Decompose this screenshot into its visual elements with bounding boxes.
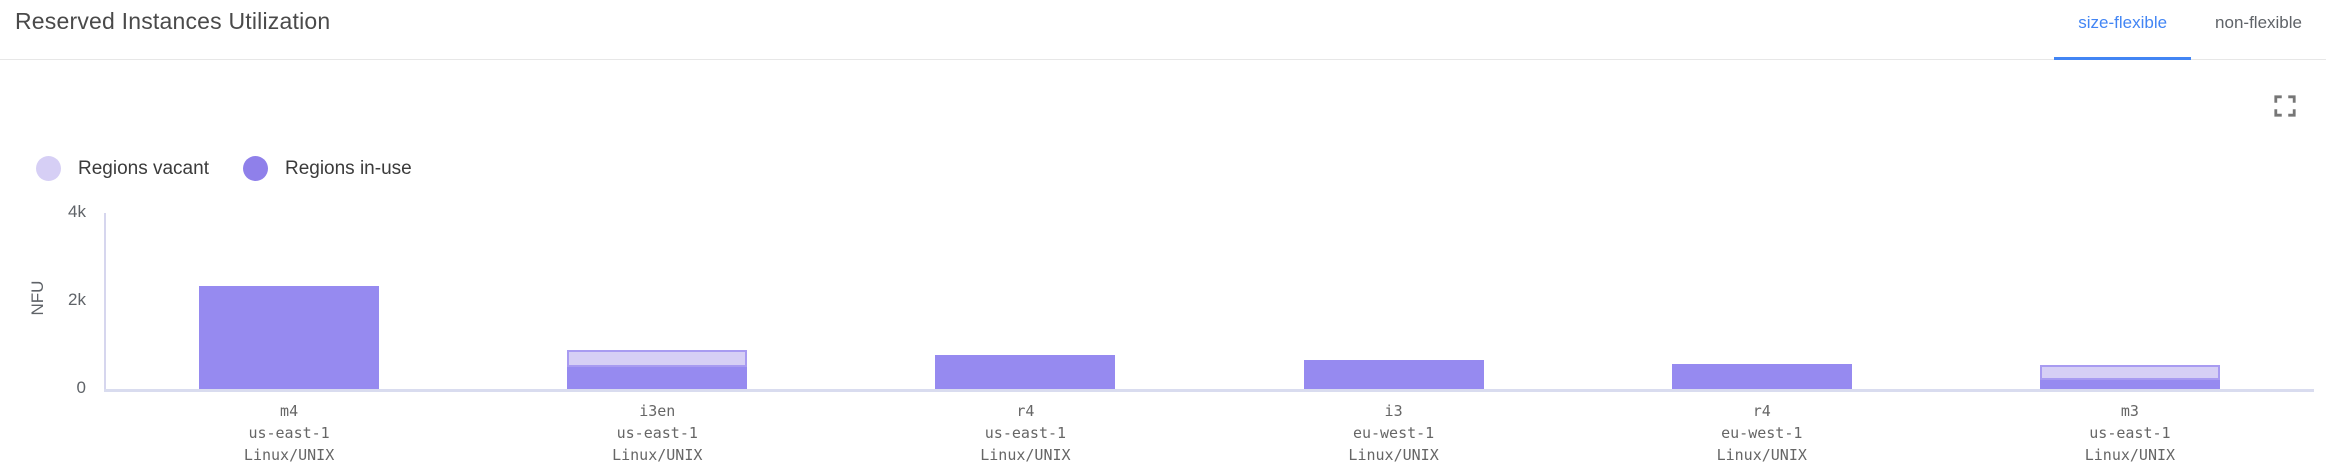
legend-label-vacant: Regions vacant (78, 157, 209, 179)
legend-item-regions-in-use[interactable]: Regions in-use (242, 156, 412, 181)
tab-bar: size-flexible non-flexible (2054, 0, 2326, 60)
x-category-label-r4-eu-west-1: r4 eu-west-1 Linux/UNIX (1716, 402, 1807, 464)
x-category-label-m3-us-east-1: m3 us-east-1 Linux/UNIX (2084, 402, 2176, 464)
bar-vacant-i3en-us-east-1[interactable] (567, 349, 748, 368)
y-axis-line (104, 213, 106, 389)
legend-item-regions-vacant[interactable]: Regions vacant (36, 156, 209, 181)
legend-swatch-in-use-icon (242, 156, 268, 181)
bar-chart: NFU 0 2k 4k m4 us-east-1 Linux/UNIX i3en us-eas… (0, 61, 2326, 474)
x-category-label-m4-us-east-1: m4 us-east-1 Linux/UNIX (243, 402, 335, 464)
chart-legend: Regions vacant Regions in-use (36, 156, 412, 181)
tab-non-flexible[interactable]: non-flexible (2215, 13, 2302, 32)
bar-in-use-r4-eu-west-1[interactable] (1671, 363, 1852, 389)
y-tick-0: 0 (76, 378, 86, 397)
fullscreen-icon (2272, 93, 2298, 119)
fullscreen-button[interactable] (2272, 93, 2298, 119)
chart-area: Regions vacant Regions in-use NFU 0 2k 4k m… (0, 61, 2326, 474)
y-tick-4k: 4k (68, 202, 86, 221)
bar-in-use-m3-us-east-1[interactable] (2039, 379, 2220, 389)
page-title: Reserved Instances Utilization (15, 8, 331, 34)
y-tick-2k: 2k (68, 290, 86, 309)
x-category-label-r4-us-east-1: r4 us-east-1 Linux/UNIX (980, 402, 1071, 464)
bar-in-use-r4-us-east-1[interactable] (935, 354, 1116, 389)
x-category-label-i3-eu-west-1: i3 eu-west-1 Linux/UNIX (1348, 402, 1439, 464)
tab-size-flexible[interactable]: size-flexible (2054, 0, 2192, 60)
legend-label-in-use: Regions in-use (284, 157, 412, 179)
legend-swatch-vacant-icon (36, 156, 61, 181)
bar-in-use-m4-us-east-1[interactable] (199, 285, 380, 389)
x-axis-line (104, 389, 2314, 392)
bar-in-use-i3-eu-west-1[interactable] (1303, 359, 1484, 389)
bar-in-use-i3en-us-east-1[interactable] (567, 367, 748, 389)
x-category-label-i3en-us-east-1: i3en us-east-1 Linux/UNIX (612, 402, 703, 464)
bar-vacant-m3-us-east-1[interactable] (2039, 365, 2220, 380)
card-header: Reserved Instances Utilization size-flex… (0, 0, 2326, 60)
